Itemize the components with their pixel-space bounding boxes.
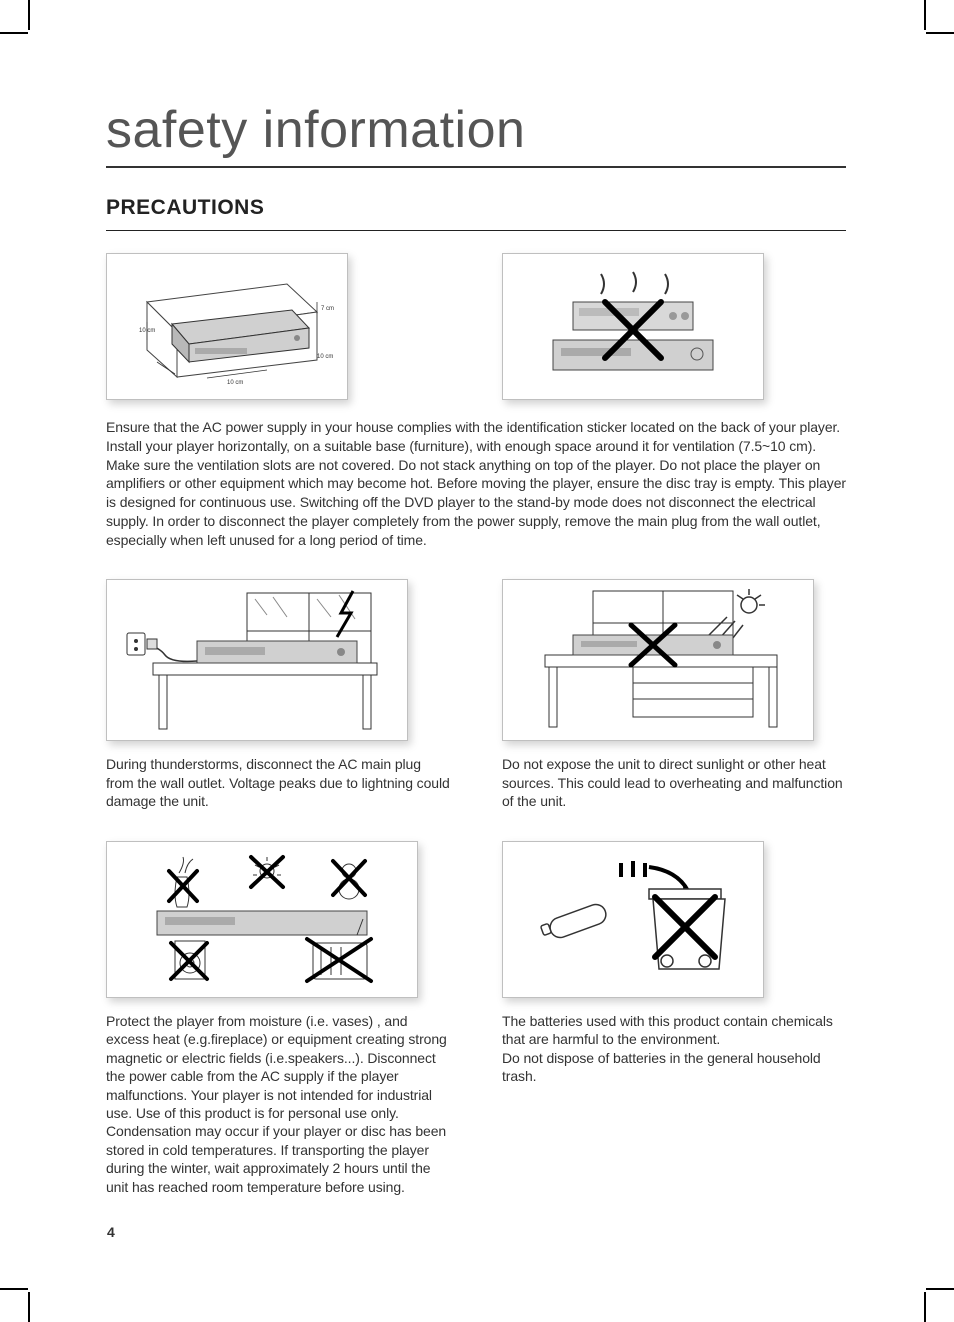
dim-top: 7 cm xyxy=(321,306,334,312)
crop-mark xyxy=(0,32,28,34)
figure-batteries xyxy=(502,841,764,998)
col-batteries: The batteries used with this product con… xyxy=(502,841,846,1211)
caption-batteries-1: The batteries used with this product con… xyxy=(502,1012,846,1049)
col-sunlight: Do not expose the unit to direct sunligh… xyxy=(502,579,846,824)
caption-thunderstorm: During thunderstorms, disconnect the AC … xyxy=(106,755,450,810)
figure-row-3: Protect the player from moisture (i.e. v… xyxy=(106,841,846,1211)
figure-sunlight xyxy=(502,579,814,741)
figure-thunderstorm xyxy=(106,579,408,741)
figure-row-2: During thunderstorms, disconnect the AC … xyxy=(106,579,846,824)
section-heading: PRECAUTIONS xyxy=(106,196,846,231)
crop-mark xyxy=(926,32,954,34)
crop-mark xyxy=(0,1288,28,1290)
page-number: 4 xyxy=(107,1224,115,1240)
crop-mark xyxy=(28,0,30,30)
dim-side: 10 cm xyxy=(139,328,155,334)
figure-no-stack xyxy=(502,253,764,400)
col-moisture: Protect the player from moisture (i.e. v… xyxy=(106,841,450,1211)
intro-paragraph: Ensure that the AC power supply in your … xyxy=(106,418,846,549)
figure-moisture xyxy=(106,841,418,998)
figure-row-1: 7 cm 10 cm 10 cm 10 cm xyxy=(106,253,846,400)
caption-sunlight: Do not expose the unit to direct sunligh… xyxy=(502,755,846,810)
figure-ventilation: 7 cm 10 cm 10 cm 10 cm xyxy=(106,253,348,400)
col-left: 7 cm 10 cm 10 cm 10 cm xyxy=(106,253,450,400)
dim-back: 10 cm xyxy=(317,354,333,360)
crop-mark xyxy=(926,1288,954,1290)
page: safety information PRECAUTIONS xyxy=(0,0,954,1322)
caption-moisture: Protect the player from moisture (i.e. v… xyxy=(106,1012,450,1197)
content-area: safety information PRECAUTIONS xyxy=(106,100,846,1210)
dim-front: 10 cm xyxy=(227,380,243,386)
crop-mark xyxy=(28,1292,30,1322)
crop-mark xyxy=(924,1292,926,1322)
col-thunderstorm: During thunderstorms, disconnect the AC … xyxy=(106,579,450,824)
page-title: safety information xyxy=(106,100,846,168)
crop-mark xyxy=(924,0,926,30)
caption-batteries-2: Do not dispose of batteries in the gener… xyxy=(502,1049,846,1086)
col-right xyxy=(502,253,846,400)
